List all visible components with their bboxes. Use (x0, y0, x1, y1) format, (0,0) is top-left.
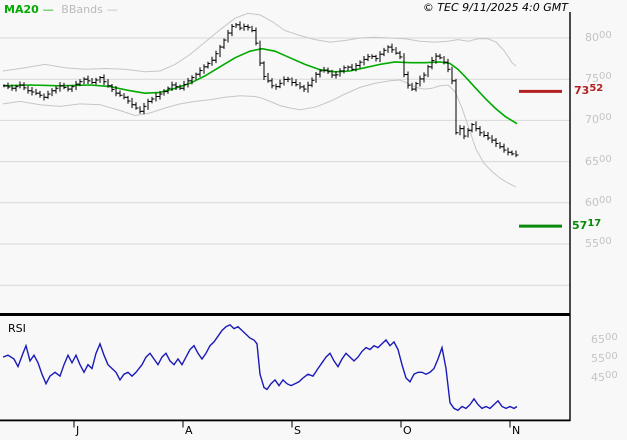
month-label-A: A (185, 424, 193, 437)
ma20-legend-label: MA20 (4, 3, 39, 16)
copyright-timestamp: © TEC 9/11/2025 4:0 GMT (422, 1, 568, 14)
price-axis-label-7000: 7000 (585, 112, 612, 127)
rsi-panel-title: RSI (8, 322, 26, 335)
price-axis-label-6000: 6000 (585, 194, 612, 209)
month-label-N: N (512, 424, 521, 437)
rsi-axis-label-65: 6500 (591, 332, 618, 346)
ma20-legend-dash-icon: — (42, 3, 54, 16)
bbands-legend-dash-icon: — (106, 3, 118, 16)
chart-legend: MA20— BBands — (4, 3, 122, 16)
month-label-S: S (294, 424, 301, 437)
support-level-label: 5717 (572, 218, 602, 232)
price-axis-label-5500: 5500 (585, 236, 612, 250)
month-label-O: O (403, 424, 412, 437)
rsi-axis-label-45: 4500 (591, 370, 618, 384)
resistance-level-label: 7352 (574, 83, 604, 97)
price-axis-label-6500: 6500 (585, 153, 612, 168)
price-axis-label-7500: 7500 (585, 71, 612, 86)
bbands-legend-label: BBands (61, 3, 103, 16)
rsi-axis-label-55: 5500 (591, 351, 618, 365)
month-label-J: J (76, 424, 80, 437)
price-axis-label-8000: 8000 (585, 30, 612, 44)
